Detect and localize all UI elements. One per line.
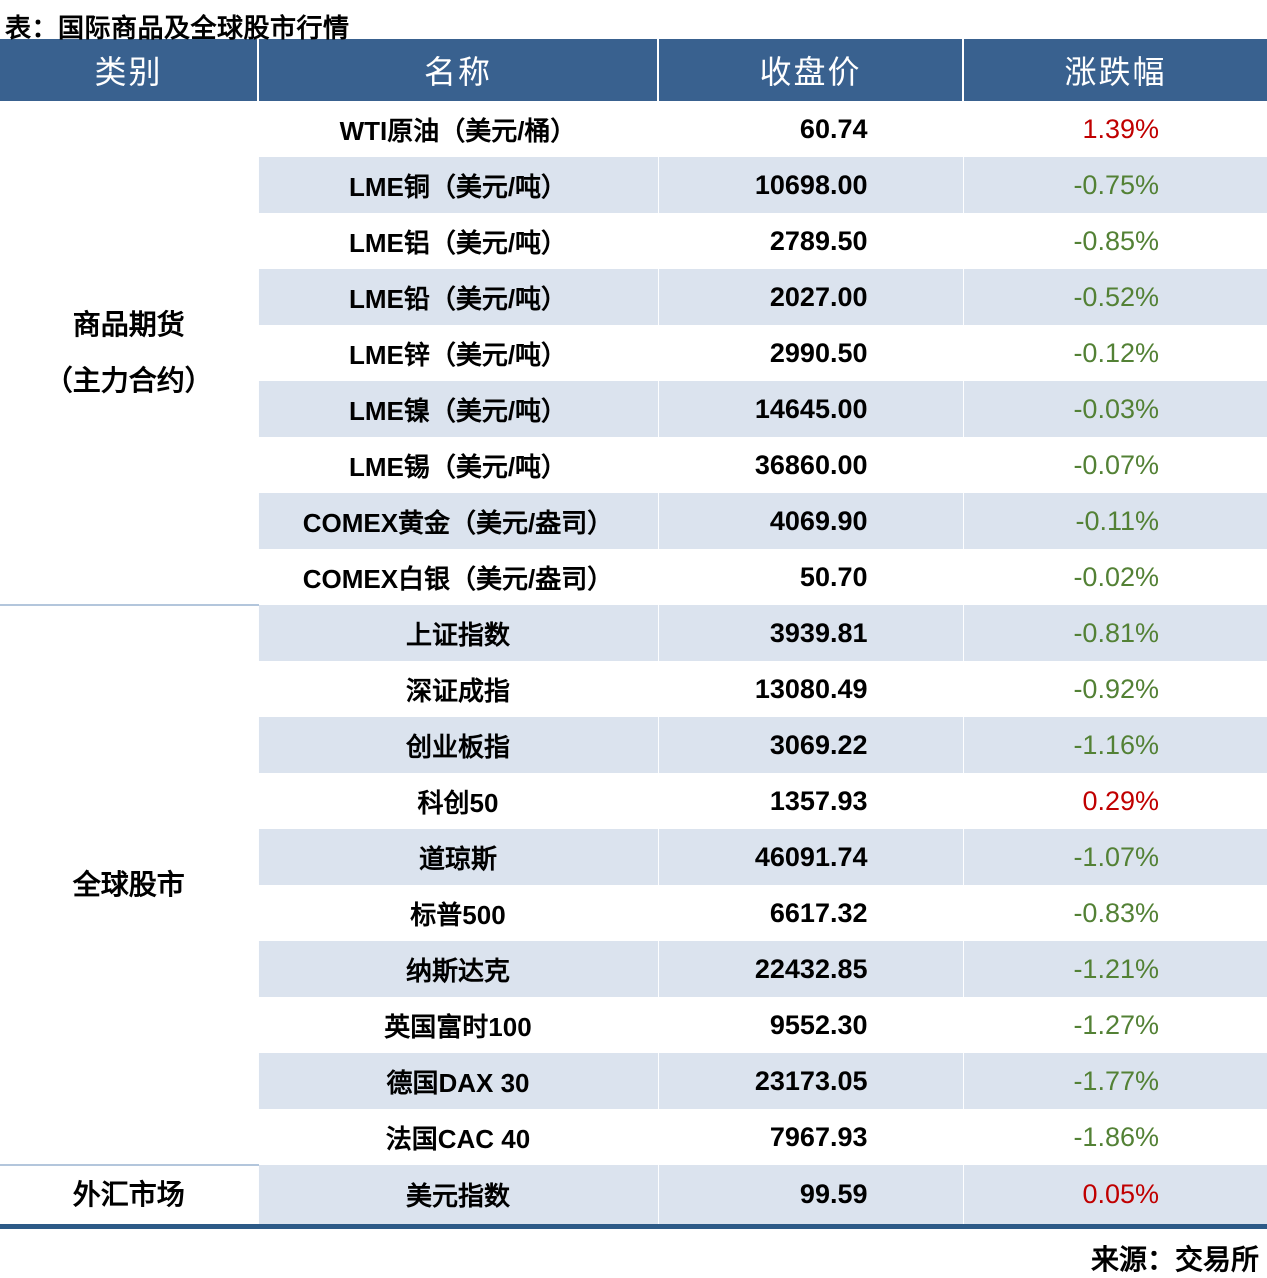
- change-cell: -1.21%: [962, 941, 1267, 997]
- name-cell: LME镍（美元/吨）: [257, 381, 658, 437]
- table-row: LME铅（美元/吨） 2027.00 -0.52%: [0, 269, 1267, 325]
- change-cell: -0.02%: [962, 549, 1267, 605]
- close-cell: 10698.00: [657, 157, 963, 213]
- close-cell: 3939.81: [657, 605, 963, 661]
- category-label: 全球股市: [72, 869, 185, 900]
- category-cell: 全球股市: [0, 604, 258, 1165]
- table-row: 创业板指 3069.22 -1.16%: [0, 717, 1267, 773]
- table-row: COMEX黄金（美元/盎司） 4069.90 -0.11%: [0, 493, 1267, 549]
- name-cell: 道琼斯: [257, 829, 658, 885]
- change-cell: -0.52%: [962, 269, 1267, 325]
- close-cell: 2027.00: [657, 269, 963, 325]
- header-cell-close: 收盘价: [657, 39, 963, 101]
- table-row: 外汇市场 美元指数 99.59 0.05%: [0, 1164, 1267, 1227]
- name-cell: 德国DAX 30: [257, 1053, 658, 1109]
- table-row: LME镍（美元/吨） 14645.00 -0.03%: [0, 381, 1267, 437]
- market-data-table: 类别 名称 收盘价 涨跌幅 商品期货 （主力合约） WTI原油（美元/桶） 60.74…: [0, 39, 1267, 1229]
- change-cell: -1.77%: [962, 1053, 1267, 1109]
- change-cell: -0.85%: [962, 213, 1267, 269]
- table-body: 商品期货 （主力合约） WTI原油（美元/桶） 60.74 1.39% LME铜（美元/吨…: [0, 101, 1267, 1227]
- name-cell: LME铅（美元/吨）: [257, 269, 658, 325]
- name-cell: 法国CAC 40: [257, 1109, 658, 1165]
- change-cell: -0.07%: [962, 437, 1267, 493]
- change-cell: -0.12%: [962, 325, 1267, 381]
- change-cell: 0.05%: [962, 1165, 1267, 1227]
- change-cell: -1.27%: [962, 997, 1267, 1053]
- name-cell: 纳斯达克: [257, 941, 658, 997]
- header-cell-name: 名称: [257, 39, 658, 101]
- change-cell: -0.83%: [962, 885, 1267, 941]
- table-row: LME铝（美元/吨） 2789.50 -0.85%: [0, 213, 1267, 269]
- table-header-row: 类别 名称 收盘价 涨跌幅: [0, 39, 1267, 101]
- table-row: LME锌（美元/吨） 2990.50 -0.12%: [0, 325, 1267, 381]
- table-row: 道琼斯 46091.74 -1.07%: [0, 829, 1267, 885]
- name-cell: 标普500: [257, 885, 658, 941]
- close-cell: 3069.22: [657, 717, 963, 773]
- change-cell: -1.16%: [962, 717, 1267, 773]
- name-cell: 创业板指: [257, 717, 658, 773]
- change-cell: -1.07%: [962, 829, 1267, 885]
- close-cell: 9552.30: [657, 997, 963, 1053]
- table-row: 德国DAX 30 23173.05 -1.77%: [0, 1053, 1267, 1109]
- name-cell: LME锌（美元/吨）: [257, 325, 658, 381]
- close-cell: 60.74: [657, 101, 963, 157]
- table-row: 商品期货 （主力合约） WTI原油（美元/桶） 60.74 1.39%: [0, 101, 1267, 605]
- page-title: 表：国际商品及全球股市行情: [5, 13, 350, 43]
- close-cell: 13080.49: [657, 661, 963, 717]
- table-row: 全球股市 上证指数 3939.81 -0.81%: [0, 604, 1267, 1165]
- close-cell: 1357.93: [657, 773, 963, 829]
- table-row: LME锡（美元/吨） 36860.00 -0.07%: [0, 437, 1267, 493]
- category-label: 外汇市场: [72, 1179, 185, 1210]
- change-cell: -0.03%: [962, 381, 1267, 437]
- name-cell: 深证成指: [257, 661, 658, 717]
- close-cell: 99.59: [657, 1165, 963, 1227]
- change-cell: 0.29%: [962, 773, 1267, 829]
- name-cell: 英国富时100: [257, 997, 658, 1053]
- close-cell: 2789.50: [657, 213, 963, 269]
- change-cell: -0.11%: [962, 493, 1267, 549]
- category-label: 商品期货: [72, 308, 185, 340]
- header-cell-category: 类别: [0, 39, 258, 101]
- name-cell: COMEX黄金（美元/盎司）: [257, 493, 658, 549]
- table-row: 标普500 6617.32 -0.83%: [0, 885, 1267, 941]
- category-label: （主力合约）: [44, 364, 213, 396]
- close-cell: 46091.74: [657, 829, 963, 885]
- close-cell: 6617.32: [657, 885, 963, 941]
- name-cell: 科创50: [257, 773, 658, 829]
- header-cell-change: 涨跌幅: [962, 39, 1267, 101]
- close-cell: 36860.00: [657, 437, 963, 493]
- close-cell: 4069.90: [657, 493, 963, 549]
- table-row: 纳斯达克 22432.85 -1.21%: [0, 941, 1267, 997]
- change-cell: -0.81%: [962, 605, 1267, 661]
- close-cell: 7967.93: [657, 1109, 963, 1165]
- close-cell: 23173.05: [657, 1053, 963, 1109]
- close-cell: 2990.50: [657, 325, 963, 381]
- name-cell: LME铝（美元/吨）: [257, 213, 658, 269]
- table-row: 科创50 1357.93 0.29%: [0, 773, 1267, 829]
- table-row: 深证成指 13080.49 -0.92%: [0, 661, 1267, 717]
- name-cell: COMEX白银（美元/盎司）: [257, 549, 658, 605]
- table-row: LME铜（美元/吨） 10698.00 -0.75%: [0, 157, 1267, 213]
- close-cell: 22432.85: [657, 941, 963, 997]
- table-row: COMEX白银（美元/盎司） 50.70 -0.02%: [0, 549, 1267, 605]
- table-row: 法国CAC 40 7967.93 -1.86%: [0, 1109, 1267, 1165]
- name-cell: LME铜（美元/吨）: [257, 157, 658, 213]
- close-cell: 14645.00: [657, 381, 963, 437]
- close-cell: 50.70: [657, 549, 963, 605]
- category-cell: 商品期货 （主力合约）: [0, 101, 258, 605]
- table-row: 英国富时100 9552.30 -1.27%: [0, 997, 1267, 1053]
- change-cell: -1.86%: [962, 1109, 1267, 1165]
- name-cell: LME锡（美元/吨）: [257, 437, 658, 493]
- name-cell: WTI原油（美元/桶）: [257, 101, 658, 157]
- category-cell: 外汇市场: [0, 1164, 258, 1227]
- name-cell: 美元指数: [257, 1165, 658, 1227]
- change-cell: 1.39%: [962, 101, 1267, 157]
- change-cell: -0.75%: [962, 157, 1267, 213]
- change-cell: -0.92%: [962, 661, 1267, 717]
- name-cell: 上证指数: [257, 605, 658, 661]
- source-label: 来源：交易所: [1090, 1244, 1259, 1275]
